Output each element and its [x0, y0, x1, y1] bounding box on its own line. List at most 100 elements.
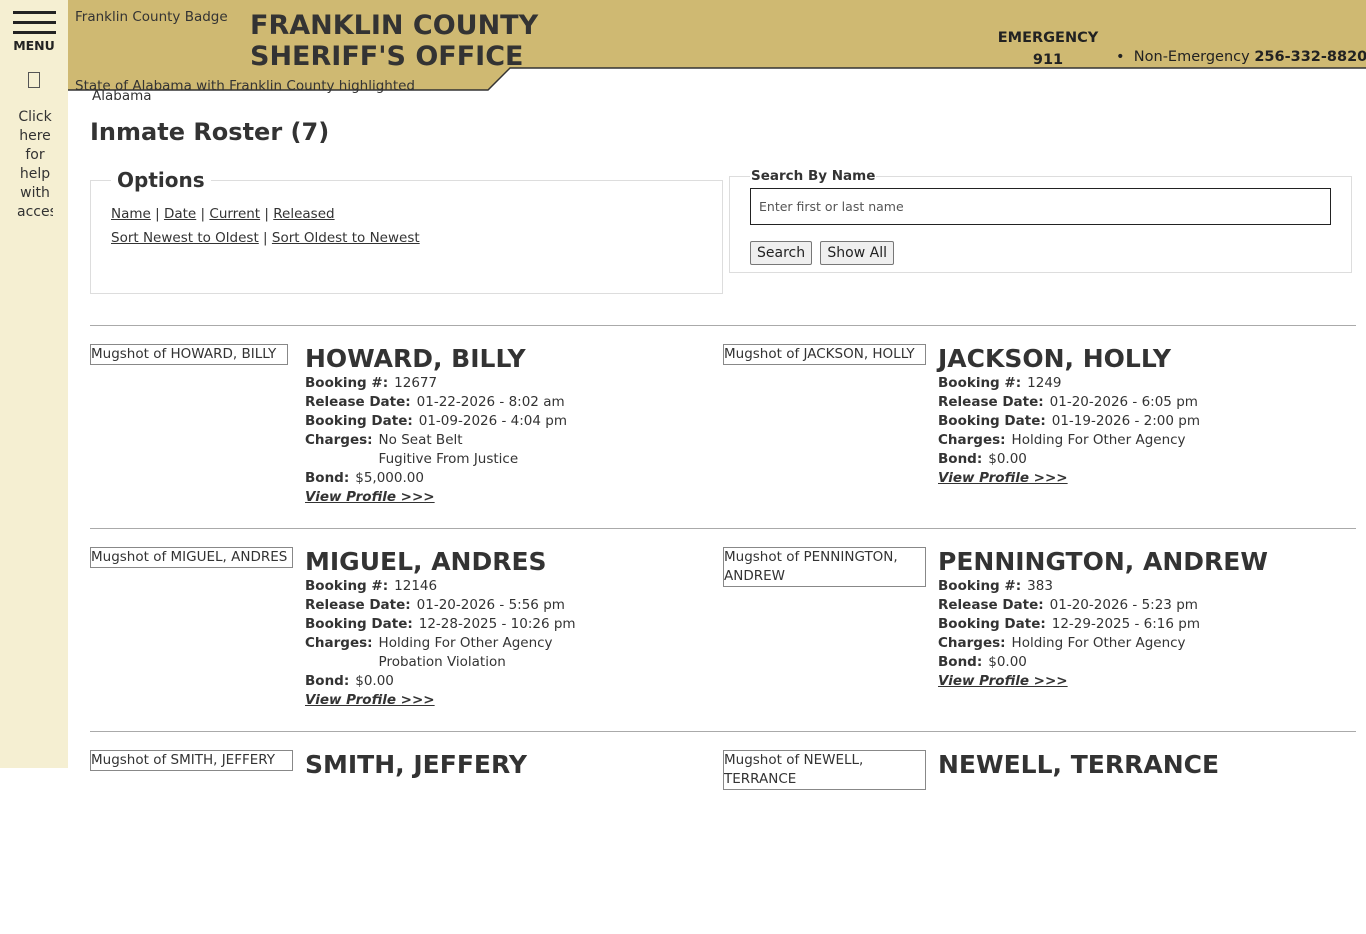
release-date-value: 01-20-2026 - 5:56 pm [416, 597, 565, 613]
view-profile-link[interactable]: View Profile >>> [305, 692, 435, 708]
bond: Bond: $0.00 [938, 653, 1268, 672]
booking-number-label: Booking #: [305, 375, 389, 391]
release-date: Release Date: 01-20-2026 - 5:56 pm [305, 596, 576, 615]
release-date-value: 01-20-2026 - 6:05 pm [1049, 394, 1198, 410]
show-all-button[interactable]: Show All [820, 241, 894, 265]
filter-link[interactable]: Date [163, 206, 197, 222]
charge: Holding For Other Agency [1011, 432, 1186, 448]
badge-image[interactable]: Franklin County Badge [75, 9, 228, 25]
view-profile-link[interactable]: View Profile >>> [305, 489, 435, 505]
filter-link[interactable]: Current [209, 206, 261, 222]
inmate-name: JACKSON, HOLLY [938, 344, 1171, 373]
mugshot[interactable]: Mugshot of PENNINGTON, ANDREW [723, 547, 926, 587]
filter-link[interactable]: Name [111, 206, 151, 222]
search-button[interactable]: Search [750, 241, 813, 265]
booking-date-value: 01-19-2026 - 2:00 pm [1051, 413, 1200, 429]
booking-date: Booking Date: 12-28-2025 - 10:26 pm [305, 615, 576, 634]
bond-label: Bond: [305, 673, 350, 689]
view-profile-line: View Profile >>> [305, 691, 576, 710]
emergency-number[interactable]: 911 [1032, 52, 1064, 68]
booking-date-value: 12-29-2025 - 6:16 pm [1051, 616, 1200, 632]
inmate-name: PENNINGTON, ANDREW [938, 547, 1268, 576]
bond-label: Bond: [938, 654, 983, 670]
options-legend: Options [117, 168, 205, 192]
booking-date-value: 12-28-2025 - 10:26 pm [418, 616, 576, 632]
search-input[interactable]: Enter first or last name [750, 188, 1331, 225]
charge-list: Holding For Other Agency [1012, 634, 1186, 653]
map-caption: Alabama [92, 88, 152, 104]
charge-list: No Seat Belt Fugitive From Justice [379, 431, 519, 469]
non-emergency-label: Non-Emergency [1133, 49, 1250, 65]
booking-number-value: 12677 [394, 375, 438, 391]
search-legend: Search By Name [751, 168, 876, 184]
release-date: Release Date: 01-22-2026 - 8:02 am [305, 393, 567, 412]
bond-value: $5,000.00 [355, 470, 424, 486]
charges: Charges: No Seat Belt Fugitive From Justic… [305, 431, 567, 469]
booking-number-label: Booking #: [938, 375, 1022, 391]
view-profile-line: View Profile >>> [305, 488, 567, 507]
roster: Mugshot of HOWARD, BILLY HOWARD, BILLY Boo… [90, 325, 1356, 934]
booking-date: Booking Date: 12-29-2025 - 6:16 pm [938, 615, 1268, 634]
bond-label: Bond: [305, 470, 350, 486]
charge: Holding For Other Agency [1011, 635, 1186, 651]
booking-date: Booking Date: 01-09-2026 - 4:04 pm [305, 412, 567, 431]
inmate-info: PENNINGTON, ANDREW Booking #: 383 Release D… [938, 547, 1268, 691]
charges-label: Charges: [938, 635, 1006, 651]
map-image: State of Alabama with Franklin County hi… [75, 78, 416, 94]
release-date: Release Date: 01-20-2026 - 6:05 pm [938, 393, 1200, 412]
booking-date-label: Booking Date: [938, 413, 1046, 429]
options-panel: Options Name | Date | Current | Released… [90, 168, 723, 294]
charge: Holding For Other Agency [378, 635, 553, 651]
accessibility-icon[interactable] [28, 72, 40, 88]
mugshot[interactable]: Mugshot of NEWELL, TERRANCE [723, 750, 926, 790]
inmate-name: HOWARD, BILLY [305, 344, 526, 373]
menu-bar [13, 21, 56, 24]
separator: | [258, 230, 272, 246]
title-line: FRANKLIN COUNTY [250, 10, 539, 41]
charge-list: Holding For Other Agency Probation Violat… [379, 634, 553, 672]
booking-date-label: Booking Date: [305, 413, 413, 429]
bullet: • [1116, 49, 1134, 65]
charge-list: Holding For Other Agency [1012, 431, 1186, 450]
release-date-label: Release Date: [938, 394, 1044, 410]
booking-date-label: Booking Date: [305, 616, 413, 632]
booking-number-value: 383 [1027, 578, 1053, 594]
charge: Fugitive From Justice [378, 451, 519, 467]
non-emergency-number[interactable]: 256-332-8820 [1254, 49, 1366, 65]
inmate-info: MIGUEL, ANDRES Booking #: 12146 Release Dat… [305, 547, 576, 710]
mugshot[interactable]: Mugshot of MIGUEL, ANDRES [90, 547, 293, 568]
filter-link[interactable]: Released [273, 206, 335, 222]
release-date-value: 01-22-2026 - 8:02 am [416, 394, 565, 410]
separator: | [260, 206, 274, 222]
view-profile-line: View Profile >>> [938, 469, 1200, 488]
menu-button[interactable]: MENU [13, 38, 55, 53]
mugshot[interactable]: Mugshot of JACKSON, HOLLY [723, 344, 926, 365]
filter-links: Name | Date | Current | Released [111, 206, 702, 222]
bond-value: $0.00 [988, 654, 1027, 670]
booking-number-label: Booking #: [938, 578, 1022, 594]
booking-number: Booking #: 12146 [305, 577, 576, 596]
bond-value: $0.00 [355, 673, 394, 689]
inmate-info: SMITH, JEFFERY [305, 750, 527, 780]
charges: Charges: Holding For Other Agency [938, 634, 1268, 653]
roster-row: Mugshot of SMITH, JEFFERY SMITH, JEFFERY M… [90, 731, 1356, 934]
release-date-label: Release Date: [305, 394, 411, 410]
booking-number: Booking #: 12677 [305, 374, 567, 393]
mugshot[interactable]: Mugshot of HOWARD, BILLY [90, 344, 288, 365]
roster-row: Mugshot of HOWARD, BILLY HOWARD, BILLY Boo… [90, 325, 1356, 528]
charges-label: Charges: [938, 432, 1006, 448]
sort-link[interactable]: Sort Oldest to Newest [271, 230, 420, 246]
view-profile-link[interactable]: View Profile >>> [938, 470, 1068, 486]
site-title[interactable]: FRANKLIN COUNTY SHERIFF'S OFFICE [250, 10, 538, 72]
bond: Bond: $0.00 [938, 450, 1200, 469]
emergency: EMERGENCY 911 [990, 27, 1106, 71]
release-date-label: Release Date: [305, 597, 411, 613]
bond-value: $0.00 [988, 451, 1027, 467]
booking-date-value: 01-09-2026 - 4:04 pm [418, 413, 567, 429]
sort-link[interactable]: Sort Newest to Oldest [111, 230, 259, 246]
release-date-value: 01-20-2026 - 5:23 pm [1049, 597, 1198, 613]
accessibility-help[interactable]: Click here for help with accessibility [17, 109, 53, 220]
title-line: SHERIFF'S OFFICE [250, 41, 524, 72]
separator: | [196, 206, 210, 222]
view-profile-link[interactable]: View Profile >>> [938, 673, 1068, 689]
